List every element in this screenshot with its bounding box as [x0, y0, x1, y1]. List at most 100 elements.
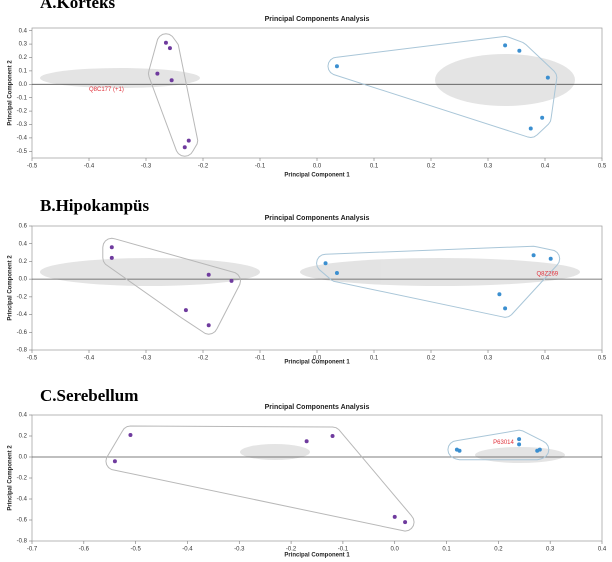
x-tick-label: -0.1: [255, 164, 266, 170]
x-tick-label: -0.4: [84, 356, 95, 362]
y-tick-label: 0.6: [19, 224, 28, 230]
x-axis-label: Principal Component 1: [284, 553, 350, 559]
point: [517, 442, 522, 447]
x-axis-label: Principal Component 1: [284, 360, 350, 366]
point: [304, 439, 309, 444]
x-tick-label: -0.2: [198, 356, 209, 362]
point: [109, 255, 114, 260]
x-tick-label: 0.4: [541, 164, 550, 170]
x-tick-label: -0.5: [130, 547, 141, 553]
y-tick-label: 0.2: [19, 259, 28, 265]
y-tick-label: -0.4: [17, 497, 28, 503]
point: [109, 245, 114, 250]
cluster-outline: [102, 237, 241, 335]
y-tick-label: 0.0: [19, 277, 28, 283]
y-tick-label: -0.1: [17, 95, 28, 101]
plot-frame: [31, 414, 603, 542]
point: [334, 270, 339, 275]
cluster-outline: [447, 429, 550, 461]
point: [403, 520, 408, 525]
point: [169, 78, 174, 83]
point: [206, 272, 211, 277]
point: [182, 145, 187, 150]
x-tick-label: -0.6: [79, 547, 90, 553]
y-tick-label: -0.4: [17, 135, 28, 141]
y-tick-label: -0.6: [17, 518, 28, 524]
y-tick-label: -0.3: [17, 122, 28, 128]
point: [548, 256, 553, 261]
annotation: P63014: [493, 440, 514, 446]
y-axis-label: Principal Component 2: [8, 60, 14, 126]
x-tick-label: -0.4: [84, 164, 95, 170]
y-tick-label: 0.0: [19, 455, 28, 461]
point: [537, 447, 542, 452]
x-tick-label: -0.1: [255, 356, 266, 362]
x-tick-label: 0.2: [427, 164, 436, 170]
cluster-outline: [147, 33, 199, 157]
x-axis-label: Principal Component 1: [284, 173, 350, 179]
x-tick-label: 0.0: [391, 547, 400, 553]
point: [186, 138, 191, 143]
point: [167, 46, 172, 51]
x-tick-label: -0.3: [234, 547, 245, 553]
y-tick-label: -0.2: [17, 294, 28, 300]
x-tick-label: -0.1: [338, 547, 349, 553]
point: [155, 71, 160, 76]
point: [457, 448, 462, 453]
x-tick-label: -0.2: [198, 164, 209, 170]
point: [206, 323, 211, 328]
x-tick-label: 0.3: [484, 164, 493, 170]
chart-title: Principal Components Analysis: [265, 16, 370, 23]
point: [503, 43, 508, 48]
point: [517, 48, 522, 53]
point: [517, 437, 522, 442]
y-tick-label: -0.6: [17, 330, 28, 336]
point: [229, 278, 234, 283]
chart-title: Principal Components Analysis: [265, 404, 370, 411]
point: [330, 434, 335, 438]
annotation: Q8C177 (+1): [89, 87, 124, 93]
y-tick-label: 0.3: [19, 42, 28, 48]
point: [545, 75, 550, 80]
chart-title: Principal Components Analysis: [265, 215, 370, 222]
x-tick-label: 0.2: [494, 547, 503, 553]
point: [497, 292, 502, 297]
y-tick-label: 0.1: [19, 68, 28, 74]
x-tick-label: 0.1: [370, 356, 379, 362]
x-tick-label: 0.2: [427, 356, 436, 362]
x-tick-label: -0.4: [182, 547, 193, 553]
point: [112, 459, 117, 464]
y-tick-label: -0.5: [17, 149, 28, 155]
x-tick-label: 0.1: [370, 164, 379, 170]
y-tick-label: 0.2: [19, 434, 28, 440]
point: [528, 126, 533, 131]
y-tick-label: -0.8: [17, 348, 28, 354]
point: [334, 64, 339, 69]
point: [392, 514, 397, 519]
y-tick-label: -0.4: [17, 312, 28, 318]
y-tick-label: 0.4: [19, 28, 28, 34]
panel-title: B.Hipokampüs: [40, 196, 150, 215]
cluster-outline: [327, 35, 558, 139]
x-tick-label: 0.3: [484, 356, 493, 362]
x-tick-label: 0.4: [541, 356, 550, 362]
y-tick-label: 0.2: [19, 55, 28, 61]
x-tick-label: 0.1: [442, 547, 451, 553]
x-tick-label: 0.5: [598, 164, 607, 170]
y-tick-label: -0.8: [17, 539, 28, 545]
point: [503, 306, 508, 311]
cluster-outline: [316, 245, 561, 318]
y-tick-label: 0.4: [19, 241, 28, 247]
point: [128, 432, 133, 437]
point: [163, 40, 168, 45]
x-tick-label: -0.7: [27, 547, 38, 553]
y-axis-label: Principal Component 2: [8, 255, 14, 321]
cluster-outline: [105, 425, 415, 532]
x-tick-label: 0.0: [313, 164, 322, 170]
plot-frame: [31, 225, 603, 351]
point: [323, 261, 328, 266]
panel-title: A.Korteks: [40, 0, 115, 12]
y-tick-label: 0.0: [19, 82, 28, 88]
x-tick-label: -0.2: [286, 547, 297, 553]
